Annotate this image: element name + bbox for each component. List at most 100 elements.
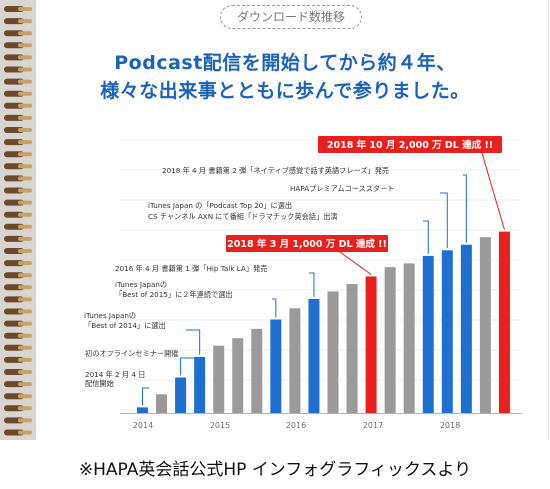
spiral-ring: [4, 90, 32, 97]
event-annotation-text: 初のオフラインセミナー開催: [85, 349, 178, 358]
bar-11: [327, 291, 339, 413]
spiral-ring: [4, 381, 32, 388]
bar-2: [156, 394, 168, 413]
spiral-ring: [4, 151, 32, 158]
leader-line: [142, 387, 149, 406]
spiral-ring: [4, 6, 32, 12]
spiral-ring: [4, 344, 32, 351]
spiral-ring: [4, 163, 32, 170]
leader-line: [272, 298, 277, 318]
spiral-ring: [4, 320, 32, 327]
spiral-ring: [4, 223, 32, 230]
spiral-ring: [4, 272, 32, 279]
bar-4: [194, 356, 206, 413]
milestone-callout: 2018 年 3 月 1,000 万 DL 達成 !!: [226, 235, 388, 275]
bar-19: [479, 237, 491, 413]
event-annotation: iTunes Japan の「Podcast Top 20」に選出 CS チャンネ…: [148, 201, 429, 254]
bar-6: [232, 338, 244, 413]
event-annotation: 2018 年 4 月 書籍第 2 弾「ネイティブ感覚で話す英語フレーズ」発売: [162, 166, 467, 243]
milestone-leader: [481, 152, 505, 230]
event-annotation-text: iTunes Japan の「Podcast Top 20」に選出: [148, 201, 292, 210]
spiral-ring: [4, 139, 32, 146]
milestone-leader: [339, 251, 372, 275]
spiral-ring: [4, 42, 32, 49]
spiral-ring: [4, 30, 32, 37]
spiral-ring: [4, 127, 32, 133]
spiral-ring: [4, 405, 32, 412]
milestone-badge: [318, 136, 502, 153]
spiral-ring: [4, 284, 32, 291]
spiral-ring: [4, 260, 32, 267]
spiral-ring: [4, 393, 32, 400]
event-annotation-text: 2016 年 4 月 書籍第 1 弾「Hip Talk LA」発売: [115, 264, 267, 273]
bar-14: [384, 267, 396, 413]
milestone-callout: 2018 年 10 月 2,000 万 DL 達成 !!: [318, 136, 505, 230]
event-annotation: iTunes Japanの「Best of 2014」に選出: [84, 311, 201, 355]
x-tick-label: 2017: [363, 421, 383, 430]
spiral-ring: [4, 296, 32, 303]
x-tick-label: 2016: [286, 421, 306, 430]
event-annotation: iTunes Japanの「Best of 2015」に２年連続で選出: [115, 280, 277, 318]
infographic-panel: ダウンロード数推移 Podcast配信を開始してから約４年、 様々な出来事ととも…: [0, 0, 550, 440]
event-annotation-text: 「Best of 2015」に２年連続で選出: [115, 290, 233, 299]
spiral-ring: [4, 78, 32, 85]
spiral-ring: [4, 429, 32, 436]
spiral-ring: [4, 18, 32, 25]
milestone-label: 2018 年 3 月 1,000 万 DL 達成 !!: [227, 238, 387, 250]
bar-9: [289, 308, 301, 413]
bar-12: [346, 283, 358, 413]
leader-line: [180, 357, 196, 376]
bar-10: [308, 298, 320, 413]
bar-18: [460, 244, 472, 413]
event-annotation-text: HAPAプレミアムコーススタート: [290, 184, 395, 193]
spiral-ring: [4, 114, 32, 121]
spiral-ring: [4, 199, 32, 206]
event-annotation-text: iTunes Japanの: [84, 311, 136, 320]
spiral-ring: [4, 66, 32, 73]
event-annotation: 2016 年 4 月 書籍第 1 弾「Hip Talk LA」発売: [115, 264, 315, 297]
spiral-ring: [4, 175, 32, 182]
event-annotation-text: 「Best of 2014」に選出: [84, 321, 166, 330]
leader-line: [463, 174, 467, 243]
notebook-spiral: [0, 0, 37, 440]
spiral-ring: [4, 417, 32, 424]
event-annotation-text: CS チャンネル AXN にて番組「ドラマチック英会話」出演: [148, 212, 338, 221]
event-annotation-text: 2014 年 2 月 4 日: [85, 370, 145, 379]
leader-line: [423, 220, 429, 254]
event-annotation: 初のオフラインセミナー開催: [85, 349, 196, 376]
spiral-ring: [4, 235, 32, 242]
bar-5: [213, 345, 225, 413]
bar-1: [137, 407, 148, 413]
x-tick-label: 2018: [440, 421, 460, 430]
leader-line: [186, 329, 201, 355]
bar-7: [251, 328, 263, 413]
event-annotation-text: iTunes Japanの: [115, 280, 167, 289]
event-annotation-text: 配信開始: [85, 379, 114, 388]
section-pill: ダウンロード数推移: [220, 5, 362, 29]
x-tick-label: 2014: [133, 421, 153, 430]
spiral-ring: [4, 248, 32, 254]
headline-line-1: Podcast配信を開始してから約４年、: [114, 52, 456, 74]
bar-16: [422, 255, 434, 413]
spiral-ring: [4, 102, 32, 109]
leader-line: [309, 272, 315, 297]
bar-13: [365, 276, 377, 413]
bar-17: [441, 250, 453, 413]
spiral-ring: [4, 369, 32, 375]
spiral-ring: [4, 187, 32, 194]
event-annotation: HAPAプレミアムコーススタート: [290, 184, 448, 249]
bar-15: [403, 263, 415, 413]
milestone-label: 2018 年 10 月 2,000 万 DL 達成 !!: [327, 139, 493, 151]
spiral-ring: [4, 332, 32, 339]
event-annotation-text: 2018 年 4 月 書籍第 2 弾「ネイティブ感覚で話す英語フレーズ」発売: [162, 166, 389, 175]
bar-8: [270, 319, 282, 413]
milestone-badge: [226, 235, 388, 252]
source-caption: ※HAPA英会話公式HP インフォグラフィックスより: [78, 460, 472, 480]
bar-20: [498, 231, 510, 413]
spiral-ring: [4, 211, 32, 218]
spiral-ring: [4, 356, 32, 363]
headline-line-2: 様々な出来事とともに歩んで参りました。: [100, 80, 470, 102]
bar-3: [175, 377, 187, 413]
